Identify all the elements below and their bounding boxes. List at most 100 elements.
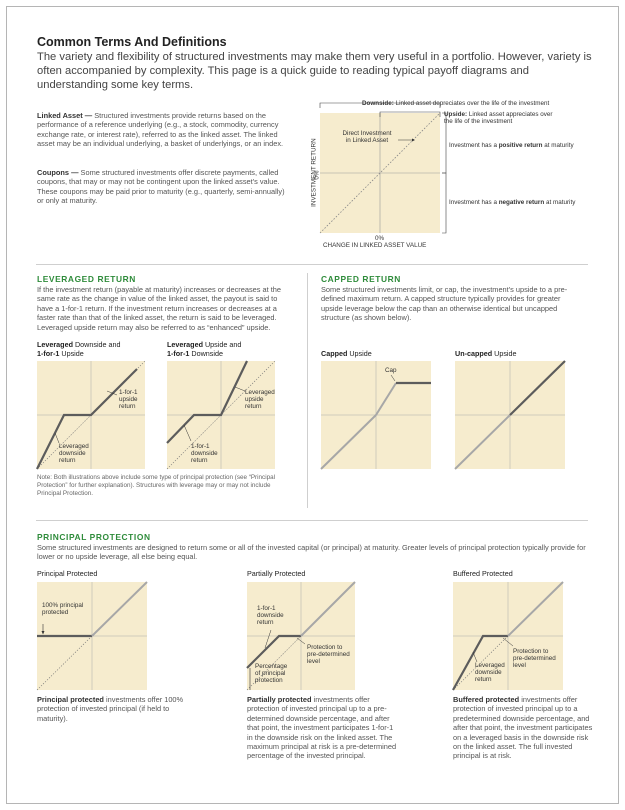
pp2-upside-line <box>300 581 356 637</box>
upside-label: Upside: Linked asset appreciates over th… <box>444 111 553 125</box>
main-chart-area: Direct Investment in Linked Asset <box>319 112 441 234</box>
upside-text-2: the life of the investment <box>444 118 513 126</box>
negative-bracket <box>442 172 447 234</box>
coupons-term: Coupons — <box>37 168 79 177</box>
pp-chart1-area: 100% principal protected <box>36 581 148 691</box>
lev1-up-2: upside <box>119 396 138 404</box>
leveraged-chart1-label: Leveraged Downside and 1-for-1 Upside <box>37 340 121 358</box>
cap1-downside-line <box>320 414 377 470</box>
pp3-b2: downside <box>475 669 502 677</box>
capped-return-text: Some structured investments limit, or ca… <box>321 285 568 323</box>
cap2-text: Upside <box>494 349 517 358</box>
lev2-bold-1: Leveraged <box>167 340 203 349</box>
coupons-definition: Coupons — Some structured investments of… <box>37 168 289 206</box>
pp2-c1: Percentage <box>255 663 288 670</box>
pp3-upside-line <box>507 581 564 637</box>
capped-return-title: CAPPED RETURN <box>321 274 401 284</box>
x-axis-label: CHANGE IN LINKED ASSET VALUE <box>323 242 427 249</box>
positive-bold: positive return <box>498 142 543 149</box>
pp3-b1: Leveraged <box>475 662 505 669</box>
pp3-downside-pointer <box>472 651 478 663</box>
pp1-desc-bold: Principal protected <box>37 695 104 704</box>
lev2-down-pointer <box>183 424 192 442</box>
pp2-downside-pointer <box>264 629 272 649</box>
lev2-downside-annotation: 1-for-1 downside return <box>191 443 218 465</box>
upside-bracket <box>379 111 441 117</box>
linked-asset-text: Structured investments provide returns b… <box>37 111 284 149</box>
pp1-upside-line <box>91 581 148 637</box>
lev2-payoff-line <box>166 360 248 444</box>
leveraged-chart2-area: Leveraged upside return 1-for-1 downside… <box>166 360 276 470</box>
pp2-b1: Protection to <box>307 644 343 651</box>
section-divider-1 <box>36 264 588 265</box>
capped-chart1-label: Capped Upside <box>321 349 372 359</box>
pp-chart3-area: Protection to pre-determined level Lever… <box>452 581 564 691</box>
lev1-down-2: downside <box>59 450 86 458</box>
positive-return-label: Investment has a positive return at matu… <box>449 142 574 149</box>
pp3-protection-pointer <box>502 637 514 647</box>
direct-investment-label: Direct Investment in Linked Asset <box>336 130 398 144</box>
cap1-text: Upside <box>349 349 372 358</box>
capped-chart2-label: Un-capped Upside <box>455 349 517 359</box>
cap1-cap-pointer <box>390 374 396 382</box>
upside-bold: Upside: <box>444 111 468 118</box>
pp-chart1-svg <box>36 581 148 691</box>
lev1-downside-annotation: Leveraged downside return <box>59 443 89 465</box>
y-zero-label: 0% <box>313 170 321 180</box>
pp1-ann-2: protected <box>42 609 69 617</box>
lev1-upside-annotation: 1-for-1 upside return <box>119 389 138 411</box>
lev2-up-1: Leveraged <box>245 389 275 396</box>
cap2-downside-line <box>454 414 511 470</box>
lev1-bold-2: 1-for-1 <box>37 348 60 358</box>
pp1-pointer-head <box>41 631 45 635</box>
leveraged-return-text: If the investment return (payable at mat… <box>37 285 282 332</box>
direct-investment-text-1: Direct Investment <box>342 130 392 137</box>
pp-chart3-description: Buffered protected investments offer pro… <box>453 695 595 761</box>
pp2-b2: pre-determined <box>307 651 350 659</box>
cap2-upside-line <box>509 360 566 416</box>
leveraged-chart1-area: 1-for-1 upside return Leveraged downside… <box>36 360 146 470</box>
lev1-up-pointer <box>106 390 118 396</box>
pp2-a1: 1-for-1 <box>257 605 276 612</box>
pp2-a2: downside <box>257 612 284 620</box>
downside-label: Downside: Linked asset depreciates over … <box>362 100 549 107</box>
lev1-payoff-line <box>36 368 138 470</box>
section-divider-vertical <box>307 273 308 508</box>
leveraged-chart2-svg <box>166 360 276 470</box>
principal-protection-text: Some structured investments are designed… <box>37 543 586 562</box>
positive-pre: Investment has a <box>449 142 497 149</box>
pp2-c2: of principal <box>255 670 286 678</box>
pp-chart2-svg <box>246 581 356 691</box>
lev2-text-2: Downside <box>191 348 223 358</box>
pp2-percentage-annotation: Percentage of principal protection <box>255 663 287 685</box>
arrow-head <box>412 138 415 142</box>
pp1-ann-1: 100% principal <box>42 602 84 609</box>
pp3-direct-line <box>452 581 564 691</box>
lev2-up-pointer <box>234 386 246 392</box>
coupons-text: Some structured investments offer discre… <box>37 168 285 206</box>
pp2-downside-annotation: 1-for-1 downside return <box>257 605 284 627</box>
positive-post: at maturity <box>544 142 574 149</box>
lev1-up-1: 1-for-1 <box>119 389 138 396</box>
lev2-upside-annotation: Leveraged upside return <box>245 389 275 411</box>
page-intro: The variety and flexibility of structure… <box>37 51 592 91</box>
capped-chart1-area: Cap <box>320 361 431 470</box>
lev1-up-3: return <box>119 403 136 411</box>
lev2-bold-2: 1-for-1 <box>167 348 190 358</box>
pp2-protection-pointer <box>296 637 306 645</box>
lev1-text-1: Downside and <box>74 340 121 349</box>
negative-return-label: Investment has a negative return at matu… <box>449 199 575 206</box>
pp2-b3: level <box>307 658 320 666</box>
lev2-down-1: 1-for-1 <box>191 443 210 450</box>
pp3-b3: return <box>475 676 492 684</box>
pp3-desc-text: investments offer protection of invested… <box>453 695 593 761</box>
capped-chart2-svg <box>454 360 566 470</box>
pp2-a3: return <box>257 619 274 627</box>
lev2-down-3: return <box>191 457 208 465</box>
leveraged-note: Note: Both illustrations above include s… <box>37 474 276 497</box>
pp3-a1: Protection to <box>513 648 549 655</box>
lev1-down-pointer <box>54 432 60 444</box>
leveraged-chart1-svg <box>36 360 146 470</box>
capped-chart1-svg <box>320 361 431 470</box>
pp3-buffered-line <box>452 634 508 691</box>
